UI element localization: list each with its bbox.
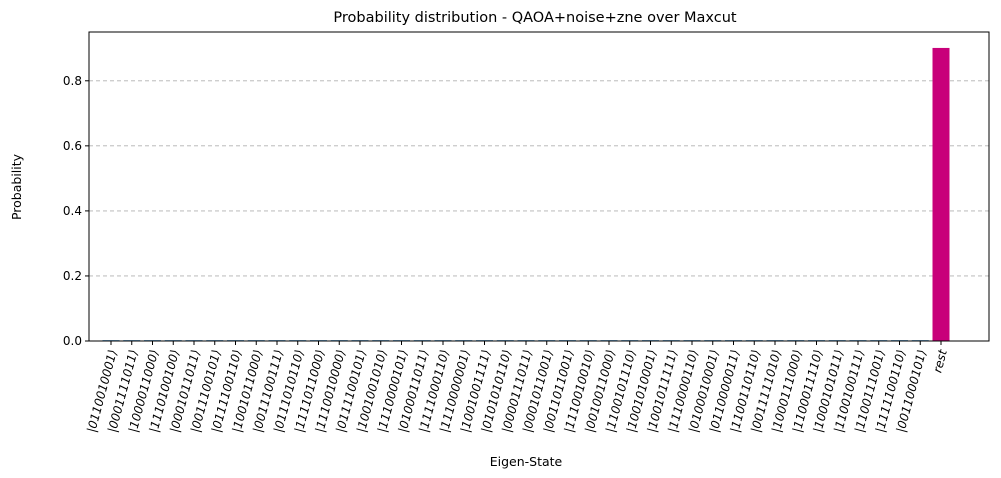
x-axis-label: Eigen-State xyxy=(490,454,563,469)
x-tick-label: rest xyxy=(930,347,950,374)
y-tick-label: 0.8 xyxy=(63,74,82,88)
bar-rest xyxy=(932,47,950,341)
chart-title: Probability distribution - QAOA+noise+zn… xyxy=(333,10,737,26)
x-axis: |0110010001⟩|0001111011⟩|1000011000⟩|111… xyxy=(84,341,950,434)
y-axis: 0.0 0.2 0.4 0.6 0.8 xyxy=(63,74,89,348)
y-tick-label: 0.0 xyxy=(63,334,82,348)
y-tick-label: 0.4 xyxy=(63,204,82,218)
grid-lines xyxy=(89,80,989,277)
plot-frame xyxy=(88,31,990,342)
y-axis-label: Probability xyxy=(9,153,24,220)
y-tick-label: 0.2 xyxy=(63,269,82,283)
bars xyxy=(102,47,950,341)
y-tick-label: 0.6 xyxy=(63,139,82,153)
